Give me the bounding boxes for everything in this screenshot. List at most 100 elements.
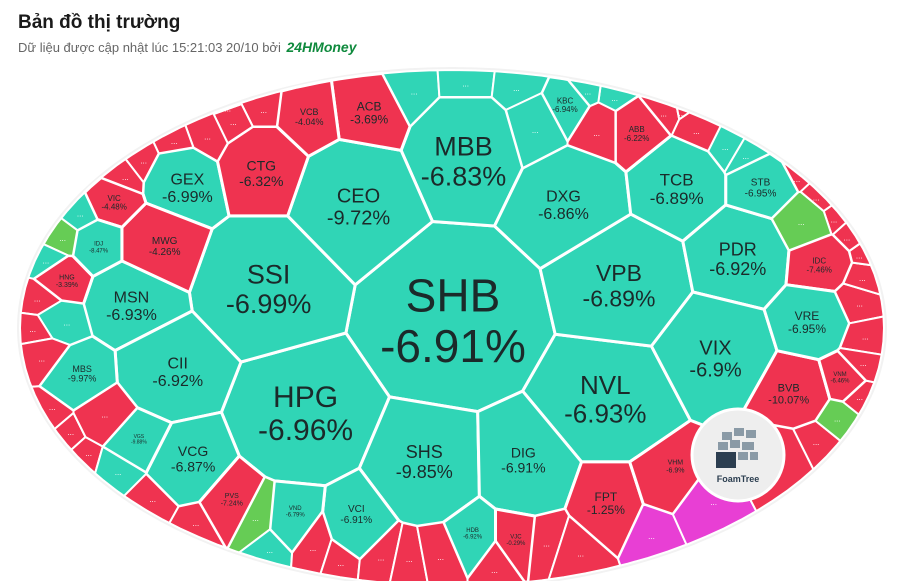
cell-more[interactable]	[466, 540, 526, 581]
cell-more-label: ...	[611, 94, 618, 103]
cell-ticker: DIG	[511, 444, 536, 460]
cell-more-label: ...	[252, 514, 259, 523]
cell-ticker: KBC	[557, 96, 574, 105]
cell-ticker: NVL	[580, 370, 631, 400]
cell-change: -4.26%	[149, 247, 181, 258]
cell-more[interactable]	[123, 472, 180, 524]
cell-more[interactable]	[547, 514, 622, 581]
cell-more-label: ...	[543, 539, 550, 548]
cell-more-label: ...	[693, 127, 700, 136]
cell-ticker: MWG	[152, 236, 178, 247]
cell-change: -6.93%	[564, 398, 646, 428]
cell-more[interactable]	[676, 106, 691, 121]
cell-ticker: SHS	[406, 442, 443, 462]
foamtree-logo-block	[718, 442, 728, 450]
cell-ticker: PVS	[225, 493, 239, 500]
cell-more[interactable]	[19, 311, 54, 346]
cell-more[interactable]	[490, 70, 550, 111]
cell-change: -6.99%	[162, 189, 213, 206]
cell-change: -3.39%	[56, 282, 78, 289]
cell-change: -6.83%	[421, 161, 507, 191]
cell-more-label: ...	[115, 468, 122, 477]
cell-more-label: ...	[798, 218, 805, 227]
cell-more-label: ...	[834, 414, 841, 423]
foamtree-label: FoamTree	[717, 474, 760, 484]
foamtree-logo-block	[742, 442, 754, 450]
cell-more[interactable]	[100, 158, 145, 195]
cell-more-label: ...	[149, 495, 156, 504]
cell-ticker: VND	[289, 506, 302, 512]
market-treemap[interactable]: SHB-6.91%MBB-6.83%HPG-6.96%SSI-6.99%NVL-…	[0, 60, 903, 581]
cell-more[interactable]	[168, 501, 227, 549]
cell-change: -6.96%	[258, 414, 353, 447]
cell-more[interactable]	[836, 347, 883, 384]
cell-more-label: ...	[29, 325, 36, 334]
cell-ticker: FPT	[595, 490, 618, 504]
cell-more-label: ...	[856, 252, 863, 261]
cell-more-label: ...	[813, 438, 820, 447]
cell-ticker: VRE	[795, 309, 820, 323]
cell-ticker: VIC	[107, 194, 121, 203]
cell-vcb[interactable]	[275, 78, 341, 158]
cell-more-label: ...	[660, 110, 667, 119]
cell-more[interactable]	[19, 337, 71, 388]
cell-more-label: ...	[844, 233, 851, 242]
cell-more[interactable]	[792, 419, 842, 471]
brand-link[interactable]: 24HMoney	[286, 39, 357, 55]
cell-more[interactable]	[381, 69, 441, 128]
cell-more[interactable]	[781, 160, 811, 194]
cell-more-label: ...	[856, 393, 863, 402]
cell-more-label: ...	[513, 84, 520, 93]
cell-more-label: ...	[532, 126, 539, 135]
cell-ticker: MBS	[72, 364, 92, 374]
cell-change: -6.95%	[745, 189, 777, 200]
cell-ticker: STB	[751, 178, 771, 189]
cell-more[interactable]	[290, 510, 333, 575]
cell-more-label: ...	[193, 519, 200, 528]
cell-change: -6.91%	[380, 320, 526, 372]
foamtree-logo-block	[746, 430, 756, 438]
cell-more-label: ...	[462, 80, 469, 89]
cell-more[interactable]	[814, 398, 860, 442]
cell-more-label: ...	[794, 175, 801, 184]
cell-ticker: VCI	[348, 504, 365, 515]
cell-change: -6.22%	[624, 134, 649, 143]
cell-more[interactable]	[723, 137, 771, 176]
cell-ticker: VCG	[178, 443, 208, 459]
foamtree-logo-block	[734, 428, 744, 436]
cell-more[interactable]	[184, 112, 229, 163]
cell-change: -6.86%	[538, 206, 589, 223]
cell-more-label: ...	[831, 216, 838, 225]
cell-ticker: VHM	[668, 460, 684, 467]
cell-more-label: ...	[59, 234, 66, 243]
foamtree-watermark: FoamTree	[690, 407, 786, 503]
cell-more[interactable]	[211, 101, 243, 115]
cell-more-label: ...	[224, 104, 231, 113]
foamtree-logo-block	[738, 452, 748, 460]
cell-more[interactable]	[567, 78, 602, 108]
cell-more-label: ...	[43, 257, 50, 266]
cell-ticker: SHB	[406, 269, 501, 321]
cell-more[interactable]	[72, 381, 139, 448]
cell-more-label: ...	[722, 143, 729, 152]
cell-more-label: ...	[67, 428, 74, 437]
cell-more[interactable]	[416, 521, 469, 581]
cell-ticker: VNM	[833, 372, 846, 378]
cell-more-label: ...	[38, 355, 45, 364]
cell-more-label: ...	[101, 410, 108, 419]
cell-more[interactable]	[505, 92, 569, 169]
cell-change: -6.79%	[286, 513, 306, 519]
cell-more-label: ...	[204, 133, 211, 142]
cell-change: -6.89%	[650, 189, 704, 208]
cell-ticker: HPG	[273, 381, 338, 414]
cell-ticker: CTG	[246, 158, 276, 174]
cell-change: -6.46%	[830, 378, 850, 384]
cell-ticker: VGS	[134, 434, 145, 440]
cell-change: -10.07%	[768, 394, 809, 406]
cell-more-label: ...	[171, 137, 178, 146]
cell-more-label: ...	[856, 300, 863, 309]
cell-more[interactable]	[617, 503, 688, 567]
cell-layer	[19, 69, 885, 581]
cell-more[interactable]	[27, 243, 70, 280]
cell-ticker: ABB	[629, 125, 645, 134]
